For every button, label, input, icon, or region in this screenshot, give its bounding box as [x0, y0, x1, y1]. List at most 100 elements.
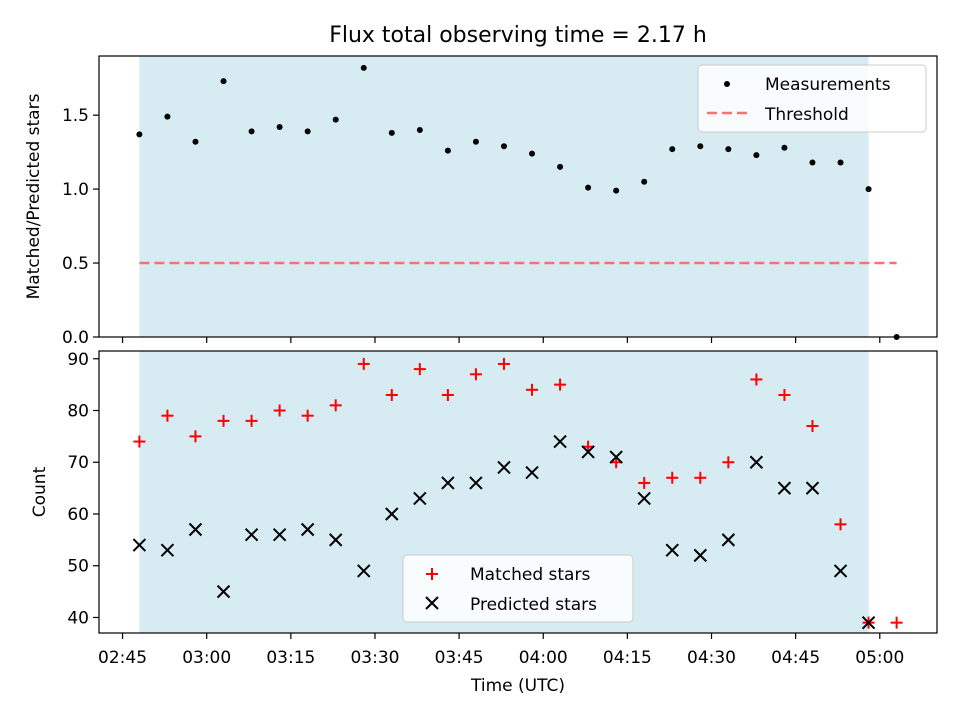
data-point-stroke	[749, 455, 764, 469]
data-point-stroke	[665, 543, 679, 557]
legend-box	[697, 64, 927, 133]
data-point	[665, 543, 679, 557]
data-point	[554, 378, 567, 391]
data-point	[581, 445, 595, 459]
data-point	[497, 357, 510, 370]
data-point	[781, 144, 788, 151]
data-point	[609, 450, 623, 464]
data-point	[809, 159, 816, 166]
data-point-stroke	[413, 491, 427, 506]
data-point-stroke	[272, 527, 287, 542]
y-axis-label: Matched/Predicted stars	[24, 93, 44, 299]
data-point	[557, 163, 564, 170]
data-point	[641, 178, 648, 185]
data-point-stroke	[216, 584, 231, 599]
data-point	[441, 476, 455, 490]
data-point	[360, 64, 367, 71]
data-point-stroke	[525, 465, 539, 480]
data-point	[721, 533, 736, 547]
data-point-stroke	[833, 564, 848, 578]
x-tick-label: 04:00	[519, 648, 568, 668]
series-measurements	[136, 64, 900, 340]
data-point	[638, 476, 651, 489]
data-point	[697, 143, 704, 150]
panel-2: 40 50 60 70 80 90 02:45 03:00 03:15 03:30 03:45 04:…	[30, 350, 938, 668]
data-point	[753, 152, 760, 159]
data-point	[833, 564, 848, 578]
legend-label: Threshold	[764, 105, 849, 125]
data-point	[725, 146, 732, 153]
data-point	[722, 456, 735, 469]
data-point	[669, 146, 676, 153]
data-point	[806, 420, 819, 433]
y-tick-label: 40	[67, 608, 89, 628]
data-point	[890, 616, 903, 629]
axes-frame	[98, 55, 938, 338]
data-point-stroke	[132, 538, 147, 552]
series-predicted-stars	[132, 434, 876, 630]
data-point	[160, 543, 175, 557]
data-point	[805, 481, 820, 495]
data-point	[161, 409, 174, 422]
y-tick-label: 80	[67, 402, 89, 422]
data-point-stroke	[441, 476, 455, 490]
data-point	[276, 123, 283, 130]
series-matched-stars	[133, 357, 903, 629]
legend: Matched stars Predicted stars	[402, 554, 634, 623]
data-point-stroke	[693, 548, 708, 563]
data-point	[777, 481, 792, 495]
data-point	[189, 430, 202, 443]
data-point	[525, 465, 539, 480]
data-point-stroke	[469, 476, 483, 490]
data-point	[861, 615, 876, 630]
data-point	[693, 548, 708, 563]
chart-title: Flux total observing time = 2.17 h	[329, 23, 707, 48]
data-point	[469, 476, 483, 490]
data-point	[413, 491, 427, 506]
data-point	[529, 150, 536, 157]
y-axis-label: Count	[30, 466, 50, 517]
y-tick-label: 60	[67, 505, 89, 525]
y-tick-label: 90	[67, 350, 89, 370]
y-tick-label: 70	[67, 453, 89, 473]
data-point	[220, 78, 227, 85]
panel-1: 0.0 0.5 1.0 1.5 Matched/Predicted stars Measu…	[24, 55, 938, 348]
data-point	[329, 399, 342, 412]
data-point	[248, 128, 255, 135]
data-point	[526, 383, 539, 396]
data-point-stroke	[497, 460, 511, 475]
data-point	[300, 522, 315, 537]
x-tick-label: 03:30	[350, 648, 399, 668]
data-point-stroke	[357, 564, 371, 578]
legend-label: Measurements	[765, 75, 891, 95]
legend-box	[402, 554, 634, 623]
data-point	[301, 409, 314, 422]
x-tick-label: 03:45	[435, 648, 484, 668]
data-point-stroke	[188, 522, 203, 537]
data-point	[834, 518, 847, 531]
data-point	[133, 435, 146, 448]
data-point	[272, 527, 287, 542]
legend-marker-matched	[426, 568, 438, 580]
data-point-stroke	[777, 481, 792, 495]
data-point-stroke	[160, 543, 175, 557]
data-point-stroke	[861, 615, 876, 630]
data-point	[244, 527, 259, 542]
data-point	[444, 147, 451, 154]
data-point	[217, 414, 230, 427]
legend-label: Matched stars	[470, 565, 590, 585]
y-tick-label: 1.5	[62, 106, 89, 126]
data-point	[497, 460, 511, 475]
data-point-stroke	[385, 507, 399, 521]
data-point-stroke	[328, 533, 343, 547]
data-point	[778, 388, 791, 401]
data-point-stroke	[581, 445, 595, 459]
data-point	[472, 138, 479, 145]
legend: Measurements Threshold	[697, 64, 927, 133]
data-point	[136, 131, 143, 138]
data-point-stroke	[244, 527, 259, 542]
axes-frame	[98, 350, 938, 634]
data-point	[750, 373, 763, 386]
y-tick-label: 1.0	[62, 180, 89, 200]
